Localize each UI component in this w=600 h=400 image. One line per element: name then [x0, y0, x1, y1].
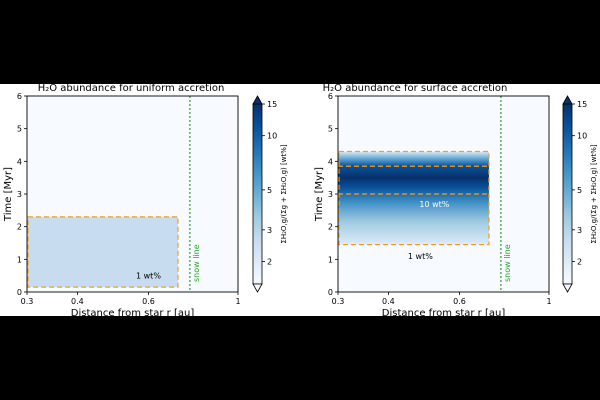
- chart-title: H₂O abundance for uniform accretion: [38, 84, 225, 94]
- x-tick-label: 1: [235, 297, 240, 306]
- y-tick-label: 6: [17, 92, 22, 101]
- colorbar-label: ΣH₂O,g/(Σg + ΣH₂O,g) [wt%]: [590, 144, 598, 243]
- contour-label: 10 wt%: [419, 200, 449, 209]
- chart-title: H₂O abundance for surface accretion: [323, 84, 508, 94]
- figure-canvas: H₂O abundance for uniform accretion snow…: [3, 84, 598, 316]
- x-axis-ticks: 0.3 0.4 0.6 1: [21, 292, 241, 306]
- panel-uniform-accretion: H₂O abundance for uniform accretion snow…: [3, 84, 241, 316]
- colorbar-tick-label: 5: [577, 186, 582, 195]
- y-tick-label: 3: [17, 190, 22, 199]
- y-tick-label: 6: [328, 92, 333, 101]
- y-tick-label: 1: [17, 255, 22, 264]
- contour-1wt-box: [27, 216, 179, 288]
- colorbar-tick-label: 10: [577, 132, 587, 141]
- colorbar-extend-min: [562, 283, 573, 293]
- colorbar-tick-label: 2: [577, 258, 582, 267]
- water-band: [338, 151, 489, 245]
- y-axis-label: Time [Myr]: [314, 167, 325, 222]
- contour-label: 1 wt%: [408, 252, 433, 261]
- colorbar-gradient: [562, 103, 573, 285]
- y-tick-label: 1: [328, 255, 333, 264]
- colorbar-tick-label: 3: [577, 226, 582, 235]
- colorbar-tick-label: 15: [577, 100, 587, 109]
- colorbar-extend-max: [562, 95, 573, 105]
- colorbar-ticks: 2 3 5 10 15: [262, 100, 277, 267]
- y-tick-label: 4: [17, 157, 22, 166]
- colorbar-tick-label: 2: [267, 258, 272, 267]
- colorbar-tick-label: 10: [267, 132, 277, 141]
- colorbar-surface: 2 3 5 10 15 ΣH₂O,g/(Σg + ΣH₂O,g) [wt%]: [562, 95, 598, 293]
- y-tick-label: 0: [328, 288, 333, 297]
- y-axis-label: Time [Myr]: [3, 167, 14, 222]
- colorbar-tick-label: 3: [267, 226, 272, 235]
- y-tick-label: 5: [17, 125, 22, 134]
- x-tick-label: 0.3: [21, 297, 34, 306]
- x-tick-label: 0.3: [332, 297, 345, 306]
- colorbar-uniform: 2 3 5 10 15 ΣH₂O,g/(Σg + ΣH₂O,g) [wt%]: [252, 95, 288, 293]
- x-tick-label: 0.6: [142, 297, 155, 306]
- x-tick-label: 0.4: [382, 297, 395, 306]
- y-tick-label: 5: [328, 125, 333, 134]
- contour-label: 1 wt%: [136, 272, 161, 281]
- x-axis-label: Distance from star r [au]: [71, 308, 195, 316]
- y-axis-ticks: 0 1 2 3 4 5 6: [328, 92, 338, 297]
- colorbar-tick-label: 15: [267, 100, 277, 109]
- snow-line-label: snow line: [192, 244, 201, 282]
- y-tick-label: 4: [328, 157, 333, 166]
- y-tick-label: 2: [17, 223, 22, 232]
- colorbar-extend-min: [252, 283, 263, 293]
- water-region: [27, 216, 178, 288]
- figure: H₂O abundance for uniform accretion snow…: [0, 84, 600, 316]
- panel-surface-accretion: H₂O abundance for surface accretion snow…: [314, 84, 552, 316]
- colorbar-gradient: [252, 103, 263, 285]
- snow-line-label: snow line: [503, 244, 512, 282]
- x-axis-ticks: 0.3 0.4 0.6 1: [332, 292, 552, 306]
- y-axis-ticks: 0 1 2 3 4 5 6: [17, 92, 27, 297]
- x-tick-label: 1: [546, 297, 551, 306]
- colorbar-extend-max: [252, 95, 263, 105]
- colorbar-ticks: 2 3 5 10 15: [572, 100, 587, 267]
- contour-1wt-box: [338, 150, 490, 246]
- x-axis-label: Distance from star r [au]: [382, 308, 506, 316]
- x-tick-label: 0.6: [453, 297, 466, 306]
- y-tick-label: 0: [17, 288, 22, 297]
- y-tick-label: 3: [328, 190, 333, 199]
- colorbar-label: ΣH₂O,g/(Σg + ΣH₂O,g) [wt%]: [280, 144, 288, 243]
- y-tick-label: 2: [328, 223, 333, 232]
- colorbar-tick-label: 5: [267, 186, 272, 195]
- x-tick-label: 0.4: [71, 297, 84, 306]
